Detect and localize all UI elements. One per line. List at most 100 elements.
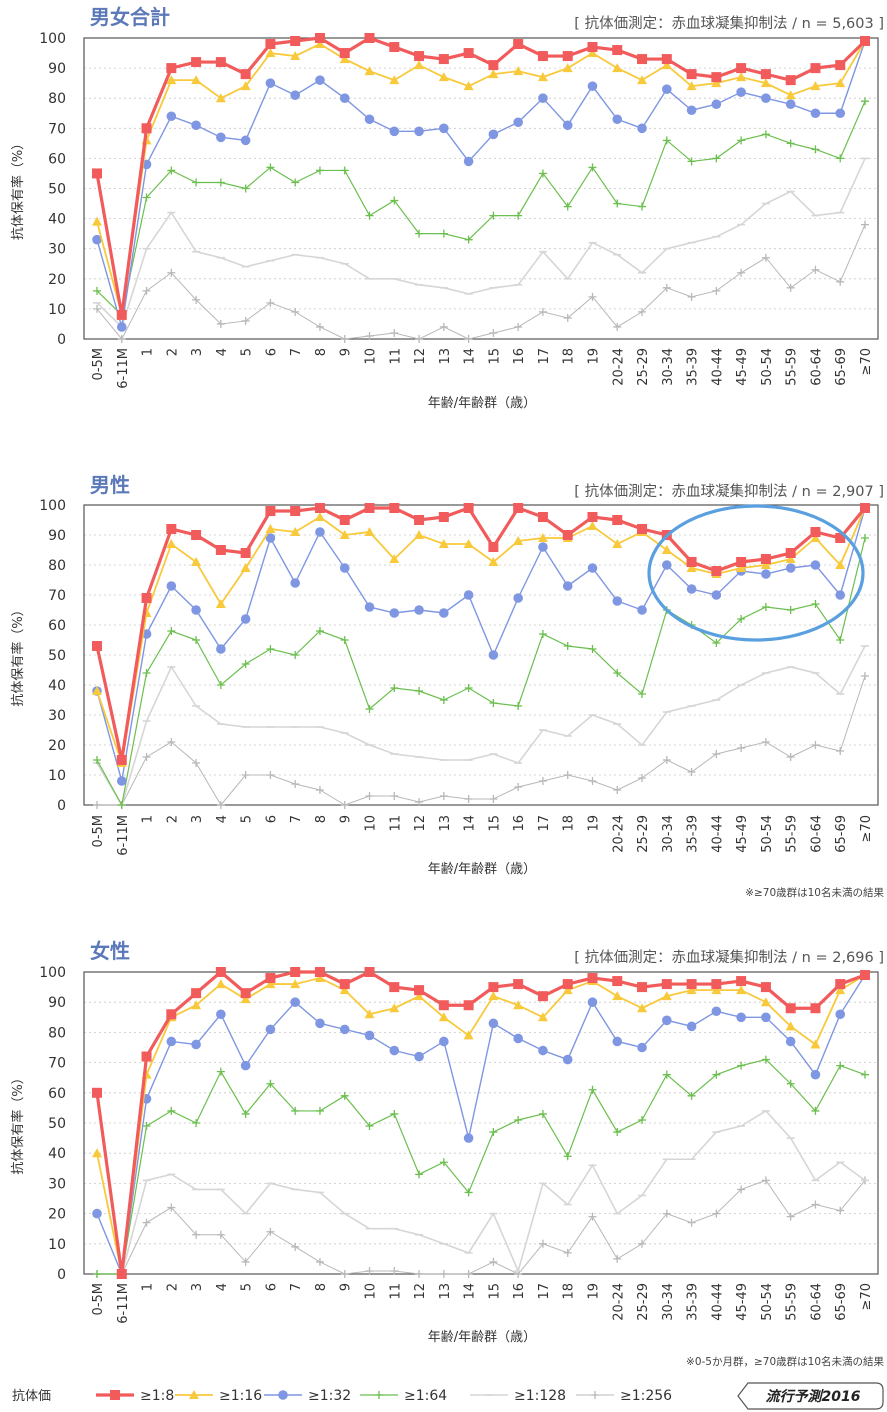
data-point bbox=[761, 93, 771, 103]
data-point bbox=[786, 1079, 795, 1088]
data-point bbox=[513, 66, 524, 76]
data-point bbox=[340, 1091, 349, 1100]
data-point bbox=[686, 979, 697, 990]
data-point bbox=[414, 126, 424, 137]
chart-title: 男女合計 bbox=[90, 5, 170, 29]
data-point bbox=[861, 672, 869, 680]
x-tick-label: 10 bbox=[364, 815, 379, 832]
data-point bbox=[463, 1030, 474, 1040]
data-point bbox=[785, 1021, 796, 1031]
legend-label: ≥1:32 bbox=[308, 1388, 351, 1404]
y-tick-label: 0 bbox=[57, 798, 66, 814]
data-point bbox=[760, 982, 771, 993]
series-line bbox=[97, 1109, 866, 1275]
data-point bbox=[637, 605, 647, 615]
data-point bbox=[736, 72, 747, 82]
data-point bbox=[687, 1091, 696, 1100]
data-point bbox=[562, 51, 573, 62]
data-point bbox=[241, 316, 250, 325]
data-point bbox=[314, 39, 325, 49]
data-point bbox=[314, 33, 325, 43]
data-point bbox=[117, 801, 126, 809]
x-tick-label: 0-5M bbox=[91, 815, 106, 847]
data-point bbox=[166, 1009, 177, 1020]
data-point bbox=[364, 503, 375, 513]
data-point bbox=[192, 636, 201, 644]
data-point bbox=[192, 1230, 201, 1239]
data-point bbox=[464, 795, 473, 803]
data-point bbox=[340, 335, 349, 343]
data-point bbox=[538, 1239, 547, 1248]
x-tick-label: 18 bbox=[562, 1283, 577, 1300]
data-point bbox=[191, 57, 202, 68]
data-point bbox=[116, 309, 127, 320]
data-point bbox=[811, 1200, 820, 1209]
data-point bbox=[861, 534, 869, 542]
data-point bbox=[315, 1018, 325, 1029]
data-point bbox=[389, 1045, 400, 1056]
data-point bbox=[687, 157, 696, 166]
data-point bbox=[835, 985, 846, 995]
data-point bbox=[92, 1148, 102, 1158]
x-tick-label: 0-5M bbox=[91, 348, 106, 380]
data-point bbox=[562, 1054, 573, 1065]
data-point bbox=[687, 768, 696, 776]
data-point bbox=[364, 66, 375, 76]
data-point bbox=[638, 1239, 647, 1248]
data-point bbox=[93, 801, 101, 809]
data-point bbox=[513, 117, 523, 128]
chart-panel-1: 男女合計 [ 抗体価測定：赤血球凝集抑制法 / n = 5,603 ] 0 10 20 3… bbox=[10, 5, 884, 411]
series-line bbox=[97, 1058, 866, 1275]
data-point bbox=[92, 641, 102, 651]
data-point bbox=[167, 268, 176, 277]
footnote: ※0-5か月群，≥70歳群は10名未満の結果 bbox=[686, 1355, 884, 1368]
data-point bbox=[290, 578, 300, 588]
data-point bbox=[537, 533, 548, 542]
data-point bbox=[216, 1230, 225, 1239]
data-point bbox=[638, 202, 647, 211]
x-tick-label: 9 bbox=[339, 348, 354, 356]
data-point bbox=[737, 136, 746, 145]
data-point bbox=[290, 90, 300, 100]
data-point bbox=[365, 211, 374, 220]
data-point bbox=[291, 178, 300, 187]
data-point bbox=[339, 515, 350, 525]
data-point bbox=[167, 1106, 176, 1115]
data-point bbox=[761, 738, 770, 746]
data-point bbox=[215, 93, 226, 103]
data-point bbox=[737, 615, 746, 623]
x-tick-label: 7 bbox=[289, 1283, 304, 1291]
y-tick-label: 90 bbox=[48, 528, 66, 544]
x-tick-label: 55-59 bbox=[785, 348, 800, 386]
data-point bbox=[637, 1042, 647, 1053]
x-tick-label: 20-24 bbox=[611, 815, 626, 853]
data-point bbox=[488, 557, 499, 566]
data-point bbox=[463, 539, 474, 548]
x-axis-title: 年齢/年齢群（歳） bbox=[428, 396, 536, 411]
x-tick-label: ≥70 bbox=[859, 348, 874, 375]
data-point bbox=[191, 988, 202, 999]
y-tick-label: 30 bbox=[48, 242, 66, 258]
data-point bbox=[339, 979, 350, 990]
data-point bbox=[439, 1158, 448, 1167]
data-point bbox=[142, 1122, 151, 1131]
data-point bbox=[514, 322, 523, 331]
x-tick-label: 1 bbox=[141, 1283, 156, 1291]
data-point bbox=[711, 985, 722, 995]
y-tick-label: 70 bbox=[48, 121, 66, 137]
x-tick-label: 3 bbox=[190, 815, 205, 823]
data-point bbox=[116, 322, 127, 332]
data-point bbox=[192, 178, 201, 187]
x-tick-label: 50-54 bbox=[760, 815, 775, 853]
data-point bbox=[488, 991, 499, 1001]
y-tick-label: 20 bbox=[48, 738, 66, 754]
data-point bbox=[686, 563, 697, 572]
data-point bbox=[836, 277, 845, 286]
data-point bbox=[686, 985, 697, 995]
data-point bbox=[637, 123, 647, 134]
data-point bbox=[488, 69, 499, 79]
data-point bbox=[661, 545, 672, 554]
data-point bbox=[712, 154, 721, 163]
data-point bbox=[537, 72, 548, 82]
data-point bbox=[488, 650, 499, 660]
